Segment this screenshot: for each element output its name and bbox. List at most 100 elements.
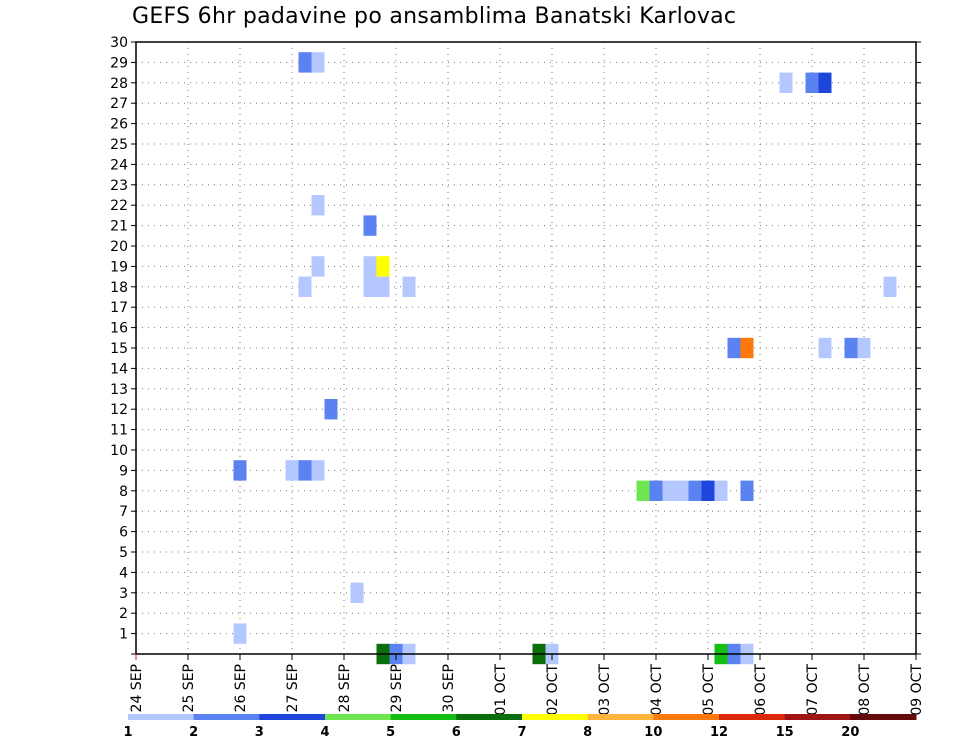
y-tick-label: 29 bbox=[110, 55, 128, 71]
x-axis: 24 SEP 25 SEP 26 SEP 27 SEP 28 SEP 29 SEP 30 S… bbox=[129, 654, 925, 716]
y-tick-label: 12 bbox=[110, 402, 128, 418]
x-tick-label: 30 SEP bbox=[441, 664, 457, 712]
grid-lines bbox=[136, 41, 916, 654]
heatmap-cell bbox=[818, 337, 832, 359]
colorbar-swatch bbox=[587, 714, 654, 720]
heatmap-cell bbox=[740, 480, 754, 501]
heatmap-cells bbox=[233, 52, 897, 665]
y-tick-label: 20 bbox=[110, 239, 128, 255]
heatmap-cell bbox=[363, 276, 377, 297]
colorbar-label: 8 bbox=[583, 725, 592, 740]
heatmap-cell bbox=[883, 276, 897, 297]
x-tick-label: 25 SEP bbox=[181, 664, 197, 712]
colorbar-swatch bbox=[784, 714, 851, 720]
heatmap-cell bbox=[714, 480, 728, 501]
y-tick-label: 22 bbox=[110, 198, 128, 214]
colorbar-label: 4 bbox=[320, 725, 329, 740]
heatmap-cell bbox=[376, 276, 390, 297]
y-tick-label: 30 bbox=[110, 35, 128, 51]
colorbar-swatch bbox=[456, 714, 523, 720]
heatmap-cell bbox=[233, 623, 247, 644]
x-tick-label: 07 OCT bbox=[805, 664, 821, 716]
heatmap-cell bbox=[402, 276, 416, 297]
y-tick-label: 3 bbox=[119, 586, 128, 602]
heatmap-cell bbox=[805, 72, 819, 93]
heatmap-cell bbox=[818, 72, 832, 93]
heatmap-cell bbox=[857, 337, 871, 359]
heatmap-cell bbox=[662, 480, 676, 501]
heatmap-cell bbox=[285, 460, 299, 481]
heatmap-cell bbox=[363, 215, 377, 236]
y-tick-label: 14 bbox=[110, 361, 128, 377]
heatmap-cell bbox=[727, 337, 741, 359]
colorbar-label: 10 bbox=[644, 725, 662, 740]
x-tick-label: 26 SEP bbox=[233, 664, 249, 712]
heatmap-cell bbox=[311, 195, 325, 216]
y-tick-label: 9 bbox=[119, 463, 128, 479]
heatmap-cell bbox=[701, 480, 715, 501]
heatmap-cell bbox=[311, 460, 325, 481]
y-tick-label: 13 bbox=[110, 382, 128, 398]
colorbar-label: 2 bbox=[189, 725, 198, 740]
heatmap-cell bbox=[688, 480, 702, 501]
heatmap-cell bbox=[779, 72, 793, 93]
heatmap-cell bbox=[376, 256, 390, 277]
x-tick-label: 28 SEP bbox=[337, 664, 353, 712]
y-tick-label: 19 bbox=[110, 259, 128, 275]
heatmap-cell bbox=[350, 582, 364, 603]
y-tick-label: 1 bbox=[119, 627, 128, 643]
heatmap-cell bbox=[298, 276, 312, 297]
y-tick-label: 21 bbox=[110, 219, 128, 235]
x-tick-label: 09 OCT bbox=[909, 664, 925, 716]
x-tick-label: 06 OCT bbox=[753, 664, 769, 716]
heatmap-cell bbox=[311, 52, 325, 73]
colorbar-label: 20 bbox=[841, 725, 859, 740]
heatmap-cell bbox=[233, 460, 247, 481]
heatmap-cell bbox=[636, 480, 650, 501]
colorbar-swatch bbox=[719, 714, 786, 720]
colorbar-label: 5 bbox=[386, 725, 395, 740]
heatmap-cell bbox=[298, 52, 312, 73]
y-tick-label: 18 bbox=[110, 280, 128, 296]
y-tick-label: 27 bbox=[110, 96, 128, 112]
colorbar: 1 2 3 4 5 6 7 8 10 12 15 20 bbox=[123, 714, 917, 740]
colorbar-label: 12 bbox=[710, 725, 728, 740]
y-tick-label: 8 bbox=[119, 484, 128, 500]
y-axis: 1234567891011121314151617181920212223242… bbox=[110, 35, 921, 655]
y-tick-label: 2 bbox=[119, 606, 128, 622]
y-tick-label: 17 bbox=[110, 300, 128, 316]
y-tick-label: 10 bbox=[110, 443, 128, 459]
y-tick-label: 5 bbox=[119, 545, 128, 561]
colorbar-swatch bbox=[325, 714, 392, 720]
chart-title: GEFS 6hr padavine po ansamblima Banatski… bbox=[132, 4, 737, 29]
x-tick-label: 05 OCT bbox=[701, 664, 717, 716]
colorbar-label: 1 bbox=[123, 725, 132, 740]
y-tick-label: 7 bbox=[119, 504, 128, 520]
y-tick-label: 4 bbox=[119, 565, 128, 581]
x-tick-label: 29 SEP bbox=[389, 664, 405, 712]
heatmap-cell bbox=[675, 480, 689, 501]
colorbar-swatch bbox=[653, 714, 720, 720]
x-tick-label: 27 SEP bbox=[285, 664, 301, 712]
y-tick-label: 28 bbox=[110, 76, 128, 92]
heatmap-cell bbox=[649, 480, 663, 501]
colorbar-swatch bbox=[128, 714, 195, 720]
heatmap-cell bbox=[740, 337, 754, 359]
x-tick-label: 02 OCT bbox=[545, 664, 561, 716]
colorbar-swatch bbox=[193, 714, 260, 720]
colorbar-swatch bbox=[850, 714, 917, 720]
colorbar-label: 7 bbox=[517, 725, 526, 740]
x-tick-label: 04 OCT bbox=[649, 664, 665, 716]
x-tick-label: 03 OCT bbox=[597, 664, 613, 716]
y-tick-label: 6 bbox=[119, 525, 128, 541]
y-tick-label: 16 bbox=[110, 321, 128, 337]
y-tick-label: 24 bbox=[110, 157, 128, 173]
colorbar-swatch bbox=[259, 714, 326, 720]
colorbar-label: 15 bbox=[776, 725, 794, 740]
colorbar-swatch bbox=[390, 714, 457, 720]
colorbar-swatch bbox=[522, 714, 589, 720]
y-tick-label: 11 bbox=[110, 423, 128, 439]
heatmap-cell bbox=[363, 256, 377, 277]
heatmap-cell bbox=[311, 256, 325, 277]
